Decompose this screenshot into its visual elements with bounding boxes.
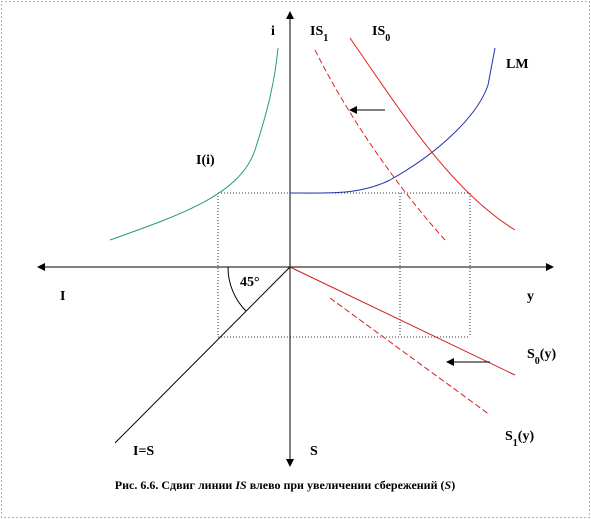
is1-curve bbox=[314, 49, 446, 241]
axis-label: i bbox=[271, 24, 275, 39]
guides bbox=[217, 192, 471, 338]
lm-curve bbox=[289, 47, 496, 194]
angle-arc bbox=[227, 266, 247, 312]
curve-label: LM bbox=[506, 57, 529, 72]
equality-line bbox=[114, 266, 291, 444]
s0-curve bbox=[289, 266, 516, 376]
curve-label: S0(y) bbox=[527, 347, 556, 367]
axis-label: S bbox=[310, 444, 318, 459]
curve-label: IS1 bbox=[310, 24, 328, 44]
caption: Рис. 6.6. Сдвиг линии IS влево при увели… bbox=[115, 478, 455, 492]
axis-label: y bbox=[527, 289, 534, 304]
curve-label: I(i) bbox=[196, 153, 215, 168]
curve-label: S1(y) bbox=[505, 429, 534, 449]
axis-label: I bbox=[60, 289, 65, 304]
s1-curve bbox=[329, 297, 491, 416]
investment-curve bbox=[109, 47, 279, 241]
curve-label: I=S bbox=[133, 444, 154, 459]
angle-label: 45° bbox=[240, 275, 260, 290]
curve-label: IS0 bbox=[372, 24, 390, 44]
is0-curve bbox=[349, 37, 516, 231]
